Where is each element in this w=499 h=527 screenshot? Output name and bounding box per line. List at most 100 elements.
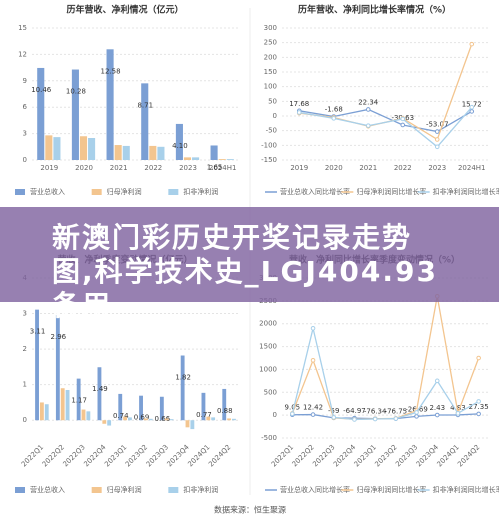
y-tick-label: 150: [264, 68, 277, 76]
data-label: 1.65: [207, 163, 223, 171]
bar: [114, 145, 122, 160]
x-tick-label: 2022: [144, 164, 162, 172]
x-tick-label: 2024H1: [458, 164, 486, 172]
y-tick-label: 1500: [259, 343, 277, 351]
y-tick-label: -100: [261, 141, 277, 149]
chart-title: 历年营收、净利同比增长率情况（%）: [298, 4, 451, 16]
y-tick-label: 1000: [259, 365, 277, 373]
bar: [232, 418, 236, 421]
source: 数据来源：恒生聚源: [214, 505, 286, 515]
x-tick-label: 2019: [40, 164, 58, 172]
bar: [55, 314, 60, 421]
bar: [81, 409, 86, 421]
point: [469, 41, 475, 47]
bar: [206, 416, 211, 421]
point: [434, 129, 440, 134]
y-tick-label: -50: [266, 127, 277, 135]
legend-label: 归母净利润同比增长率: [356, 187, 426, 196]
point: [414, 410, 419, 415]
y-tick-label: 0: [273, 112, 277, 120]
x-tick-label: 2023: [428, 164, 446, 172]
bar: [180, 355, 185, 421]
bar: [123, 416, 128, 421]
legend-label: 营业总收入同比增长率: [280, 485, 350, 494]
data-label: 10.46: [31, 86, 52, 94]
data-label: 12.42: [303, 404, 323, 412]
bar: [157, 146, 165, 160]
data-label: 0.66: [155, 415, 171, 423]
y-tick-label: -500: [261, 434, 277, 442]
y-tick-label: 3: [23, 310, 27, 318]
x-tick-label: 2022: [394, 164, 412, 172]
point: [434, 137, 440, 142]
point: [365, 123, 371, 128]
data-label: -1.68: [325, 105, 343, 113]
bar: [86, 411, 91, 421]
bar: [227, 418, 232, 421]
point: [476, 411, 481, 417]
point: [455, 411, 461, 416]
data-label: 27.35: [469, 403, 489, 411]
y-tick-label: -150: [261, 156, 277, 164]
legend-label: 归母净利润: [107, 187, 142, 196]
bar: [53, 137, 61, 160]
chart-title: 历年营收、净利情况（亿元）: [66, 4, 183, 16]
bar: [71, 69, 79, 160]
data-label: 0.77: [196, 411, 212, 419]
data-label: 0.69: [134, 414, 150, 422]
point: [393, 416, 399, 421]
y-tick-label: 500: [264, 388, 277, 396]
y-tick-label: 250: [264, 39, 277, 47]
bar: [218, 159, 226, 160]
point: [476, 355, 481, 361]
bar: [35, 309, 39, 421]
bar: [190, 420, 195, 430]
x-tick-label: 2021: [359, 164, 377, 172]
y-tick-label: 2000: [259, 320, 277, 328]
legend-label: 营业总收入: [30, 187, 65, 196]
bar: [60, 388, 65, 421]
y-tick-label: 6: [23, 103, 28, 111]
legend-label: 扣非净利润: [183, 485, 218, 494]
point: [310, 412, 316, 417]
point: [372, 416, 378, 422]
point: [434, 378, 440, 384]
point: [400, 122, 406, 128]
x-tick-label: 2021: [110, 164, 128, 172]
point: [400, 116, 406, 122]
bar: [226, 159, 234, 160]
point: [310, 357, 316, 363]
y-tick-label: 0: [23, 156, 27, 164]
data-label: 4.83: [450, 404, 466, 412]
y-tick-label: 0: [273, 411, 277, 419]
line: [291, 328, 479, 421]
y-tick-label: 100: [264, 83, 277, 91]
data-label: 9.05: [285, 404, 301, 412]
bar: [88, 138, 96, 160]
legend-swatch: [91, 189, 102, 195]
bar: [201, 392, 206, 421]
legend-label: 扣非净利润同比增长率: [433, 187, 499, 196]
data-label: 1.17: [71, 397, 87, 405]
y-tick-label: 3: [23, 130, 27, 138]
bar: [139, 395, 143, 421]
legend-swatch: [168, 189, 179, 195]
data-label: 2.96: [51, 333, 67, 341]
legend-label: 归母净利润同比增长率: [356, 485, 426, 494]
x-tick-label: 2019: [290, 164, 308, 172]
bar: [148, 418, 153, 421]
legend-swatch: [168, 487, 179, 493]
data-label: -64.97: [343, 407, 366, 415]
banner: 新澳门彩历史开奖记录走势图,科学技术史_LGJ404.93备用: [0, 207, 499, 322]
legend-label: 扣非净利润: [183, 187, 218, 196]
bar: [107, 420, 112, 426]
legend-label: 扣非净利润同比增长率: [433, 485, 499, 494]
bar: [149, 145, 157, 160]
data-label: -59: [328, 407, 339, 415]
x-tick-label: 2020: [325, 164, 343, 172]
x-tick-label: 2023: [179, 164, 197, 172]
y-tick-label: 2: [23, 345, 27, 353]
y-tick-label: 1: [23, 381, 27, 389]
